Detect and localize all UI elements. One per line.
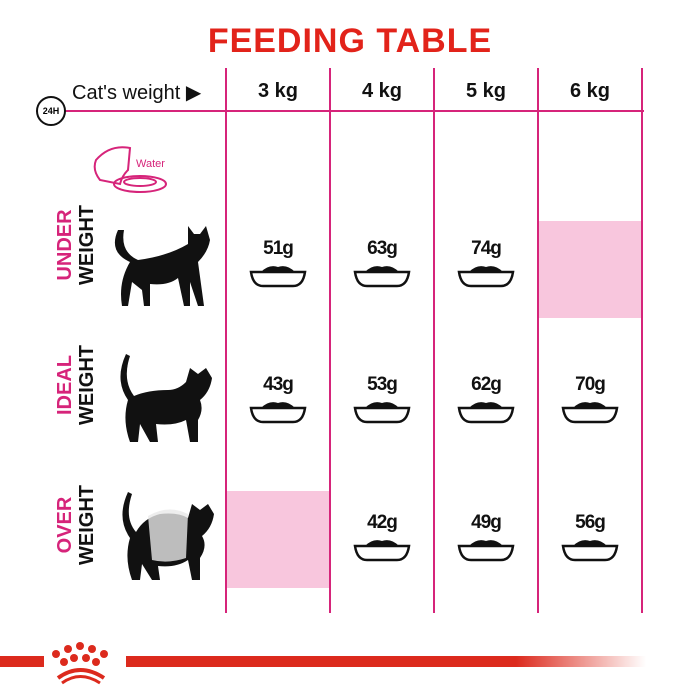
feeding-amount: 53g xyxy=(367,374,398,395)
food-bowl-icon xyxy=(457,402,515,424)
food-bowl-icon xyxy=(353,540,411,562)
feeding-amount: 74g xyxy=(471,238,502,259)
header-divider xyxy=(36,110,644,112)
play-arrow-icon: ▶ xyxy=(185,82,202,104)
row-label-b: WEIGHT xyxy=(76,205,98,285)
feeding-amount: 43g xyxy=(263,374,294,395)
feeding-amount-cell: 49g xyxy=(435,512,537,564)
weight-label: Cat's weight ▶ xyxy=(72,80,201,105)
row-label-b: WEIGHT xyxy=(76,485,98,565)
feeding-amount: 51g xyxy=(263,238,294,259)
row-label-overweight: OVER WEIGHT xyxy=(54,465,98,585)
feeding-amount-cell: 70g xyxy=(539,374,641,426)
feeding-amount-cell: 74g xyxy=(435,238,537,290)
feeding-amount-cell: 56g xyxy=(539,512,641,564)
feeding-amount-cell: 51g xyxy=(227,238,329,290)
food-bowl-icon xyxy=(353,402,411,424)
feeding-amount: 63g xyxy=(367,238,398,259)
divider xyxy=(225,68,227,613)
feeding-amount: 56g xyxy=(575,512,606,533)
cat-silhouette-icon xyxy=(114,226,210,306)
clock-24h-icon: 24H xyxy=(36,96,66,126)
divider xyxy=(433,68,435,613)
feeding-amount-cell: 63g xyxy=(331,238,433,290)
feeding-amount-cell: 42g xyxy=(331,512,433,564)
empty-cell xyxy=(539,221,641,318)
food-bowl-icon xyxy=(353,266,411,288)
divider xyxy=(537,68,539,613)
feeding-amount-cell: 62g xyxy=(435,374,537,426)
food-bowl-icon xyxy=(561,402,619,424)
feeding-amount: 62g xyxy=(471,374,502,395)
weight-label-text: Cat's weight xyxy=(72,82,181,104)
feeding-amount: 49g xyxy=(471,512,502,533)
divider xyxy=(641,68,643,613)
feeding-amount-cell: 53g xyxy=(331,374,433,426)
food-bowl-icon xyxy=(249,266,307,288)
food-bowl-icon xyxy=(457,540,515,562)
row-label-underweight: UNDER WEIGHT xyxy=(54,185,98,305)
cat-silhouette-icon xyxy=(120,354,212,442)
weight-column-header: 5 kg xyxy=(465,80,507,102)
page-title: FEEDING TABLE xyxy=(207,22,493,60)
weight-column-header: 3 kg xyxy=(257,80,299,102)
feeding-amount: 70g xyxy=(575,374,606,395)
row-label-b: WEIGHT xyxy=(76,345,98,425)
feeding-amount-cell: 43g xyxy=(227,374,329,426)
food-bowl-icon xyxy=(457,266,515,288)
divider xyxy=(329,68,331,613)
row-label-ideal: IDEAL WEIGHT xyxy=(54,325,98,445)
feeding-amount: 42g xyxy=(367,512,398,533)
weight-column-header: 4 kg xyxy=(361,80,403,102)
cat-silhouette-icon xyxy=(122,492,214,580)
food-bowl-icon xyxy=(561,540,619,562)
brand-stripe xyxy=(126,656,646,667)
food-bowl-icon xyxy=(249,402,307,424)
row-label-a: OVER xyxy=(54,496,76,554)
water-label: Water xyxy=(136,158,165,170)
empty-cell xyxy=(227,491,329,588)
row-label-a: IDEAL xyxy=(54,355,76,415)
water-bowl-icon: Water xyxy=(90,140,180,205)
row-label-a: UNDER xyxy=(54,209,76,281)
brand-stripe xyxy=(0,656,44,667)
royal-canin-crown-logo xyxy=(52,642,108,685)
weight-column-header: 6 kg xyxy=(569,80,611,102)
